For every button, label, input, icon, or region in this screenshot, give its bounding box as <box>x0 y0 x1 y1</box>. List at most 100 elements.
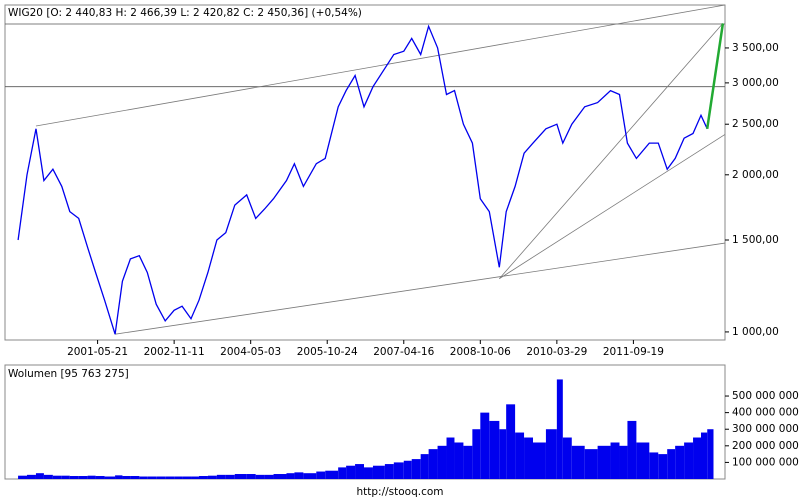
x-tick-label: 2011-09-19 <box>603 346 664 358</box>
volume-bar <box>411 459 421 479</box>
volume-bar <box>610 442 620 479</box>
volume-bar <box>393 462 404 479</box>
volume-bar <box>115 475 123 479</box>
volume-bar <box>316 471 326 479</box>
volume-bar <box>499 429 507 479</box>
volume-bar <box>649 452 659 479</box>
trend-line <box>115 242 726 335</box>
volume-bar <box>346 465 356 479</box>
footer-link[interactable]: http://stooq.com <box>356 486 443 498</box>
volume-bar <box>325 470 339 479</box>
volume-bar <box>95 476 105 479</box>
volume-bar <box>562 437 572 479</box>
volume-bar <box>18 475 28 479</box>
volume-bar <box>684 442 694 479</box>
volume-bar <box>355 464 365 479</box>
volume-bar <box>472 429 481 479</box>
volume-bar <box>428 449 438 479</box>
x-tick-label: 2004-05-03 <box>220 346 281 358</box>
volume-bar <box>264 474 274 479</box>
volume-bar <box>693 437 701 479</box>
volume-bar <box>372 465 385 479</box>
volume-bar <box>198 476 208 479</box>
volume-bar <box>27 474 36 479</box>
y-tick-label: 1 000,00 <box>732 326 779 338</box>
volume-bar <box>303 473 317 479</box>
volume-bar <box>707 429 714 479</box>
volume-bar <box>35 473 44 479</box>
x-tick-label: 2008-10-06 <box>450 346 511 358</box>
volume-bar <box>130 476 140 479</box>
price-title: WIG20 [O: 2 440,83 H: 2 466,39 L: 2 420,… <box>8 7 362 19</box>
x-tick-label: 2010-03-29 <box>526 346 587 358</box>
price-panel <box>4 4 726 341</box>
volume-bar <box>338 467 347 479</box>
volume-bar <box>384 464 394 479</box>
volume-bar <box>52 475 62 479</box>
volume-bar <box>403 460 412 479</box>
x-tick-label: 2005-10-24 <box>297 346 358 358</box>
y-tick-label: 300 000 000 <box>732 423 799 435</box>
x-tick-label: 2007-04-16 <box>373 346 434 358</box>
volume-bar <box>675 445 685 479</box>
volume-bar <box>78 476 88 479</box>
trend-line <box>499 23 724 279</box>
volume-bar <box>437 445 447 479</box>
trend-line <box>35 4 726 127</box>
volume-bar <box>524 437 533 479</box>
volume-bar <box>627 420 637 479</box>
volume-bar <box>182 476 192 479</box>
volume-bar <box>420 454 429 479</box>
volume-bar <box>122 476 131 479</box>
volume-bar <box>701 432 708 479</box>
volume-bar <box>207 475 217 479</box>
volume-bar <box>104 476 116 479</box>
price-line <box>705 23 725 129</box>
x-tick-label: 2002-11-11 <box>144 346 205 358</box>
volume-bar <box>636 442 650 479</box>
volume-bar <box>61 475 70 479</box>
volume-bar <box>446 437 455 479</box>
volume-bar <box>515 432 525 479</box>
volume-bar <box>506 404 516 479</box>
volume-bar <box>556 379 563 479</box>
volume-bar <box>480 412 490 479</box>
volume-bar <box>597 445 611 479</box>
volume-bar <box>156 476 166 479</box>
volume-bar <box>234 474 247 479</box>
x-tick-label: 2001-05-21 <box>67 346 128 358</box>
y-tick-label: 2 000,00 <box>732 169 779 181</box>
volume-bar <box>294 472 304 479</box>
volume-title: Wolumen [95 763 275] <box>8 368 129 380</box>
volume-bar <box>174 476 183 479</box>
volume-bar <box>489 420 500 479</box>
volume-bar <box>43 474 53 479</box>
price-line <box>17 24 708 335</box>
volume-bar <box>191 476 199 479</box>
y-tick-label: 3 000,00 <box>732 77 779 89</box>
volume-bar <box>225 474 235 479</box>
volume-bar <box>658 454 668 479</box>
volume-bar <box>69 476 79 479</box>
volume-bar <box>147 476 157 479</box>
volume-bar <box>571 445 585 479</box>
trend-line <box>499 134 726 279</box>
volume-bar <box>216 474 226 479</box>
y-tick-label: 500 000 000 <box>732 390 799 402</box>
volume-bar <box>364 467 373 479</box>
y-tick-label: 400 000 000 <box>732 407 799 419</box>
volume-bar <box>286 473 295 479</box>
volume-bar <box>463 445 473 479</box>
volume-bar <box>667 449 676 479</box>
y-tick-label: 100 000 000 <box>732 456 799 468</box>
y-tick-label: 3 500,00 <box>732 42 779 54</box>
volume-bar <box>255 474 265 479</box>
volume-bar <box>454 442 464 479</box>
y-tick-label: 1 500,00 <box>732 234 779 246</box>
y-tick-label: 200 000 000 <box>732 440 799 452</box>
volume-bar <box>584 449 598 479</box>
volume-bar <box>273 474 287 479</box>
volume-bar <box>139 476 148 479</box>
